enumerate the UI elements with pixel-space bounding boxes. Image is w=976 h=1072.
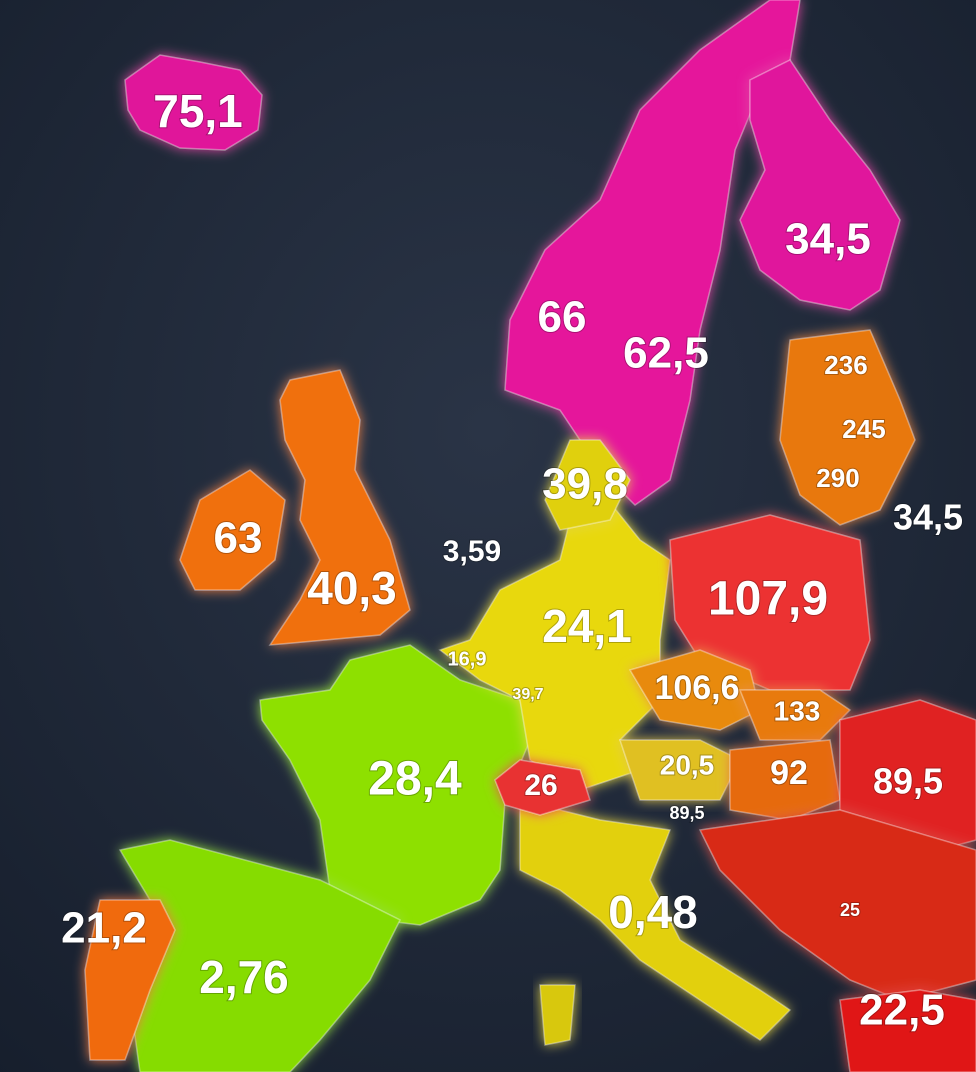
- region-label: 21,2: [61, 904, 147, 953]
- region-label: 75,1: [153, 85, 243, 137]
- region-label: 62,5: [623, 329, 709, 378]
- region-label: 0,48: [608, 886, 698, 938]
- region-label: 34,5: [893, 497, 963, 538]
- region-label: 26: [524, 769, 557, 802]
- baltics: [779, 329, 916, 526]
- region-label: 63: [214, 514, 263, 563]
- region-label: 22,5: [859, 986, 945, 1035]
- hungary: [729, 739, 841, 821]
- region-label: 89,5: [873, 761, 943, 802]
- switzerland: [494, 759, 591, 816]
- italy: [519, 799, 792, 1041]
- countries: [84, 0, 976, 1072]
- portugal: [84, 899, 176, 1061]
- iceland: [124, 54, 263, 151]
- region-label: 2,76: [199, 951, 289, 1003]
- region-label: 20,5: [660, 749, 715, 780]
- region-label: 236: [824, 350, 867, 380]
- region-label: 107,9: [708, 573, 828, 626]
- united-kingdom: [268, 369, 411, 646]
- region-label: 25: [840, 900, 860, 920]
- region-label: 3,59: [443, 535, 501, 568]
- slovakia: [738, 689, 852, 741]
- france: [259, 644, 531, 926]
- sardinia: [539, 984, 576, 1046]
- ireland: [179, 469, 286, 591]
- region-label: 89,5: [669, 803, 704, 823]
- poland: [669, 514, 871, 691]
- region-label: 16,9: [448, 648, 487, 670]
- region-label: 28,4: [368, 753, 462, 806]
- region-label: 34,5: [785, 215, 871, 264]
- denmark: [544, 439, 631, 531]
- region-label: 39,8: [542, 460, 628, 509]
- region-label: 39,7: [512, 686, 543, 703]
- region-label: 40,3: [307, 562, 397, 614]
- finland: [739, 59, 901, 311]
- region-label: 24,1: [542, 600, 632, 652]
- region-label: 290: [816, 463, 859, 493]
- greece: [839, 989, 976, 1072]
- region-label: 133: [774, 695, 821, 726]
- region-label: 245: [842, 414, 885, 444]
- region-label: 92: [770, 754, 808, 792]
- region-label: 66: [538, 293, 587, 342]
- labels: 75,1 34,5 66 62,5 236 245 290 34,5 39,8 …: [60, 84, 964, 1035]
- region-label: 106,6: [654, 669, 739, 707]
